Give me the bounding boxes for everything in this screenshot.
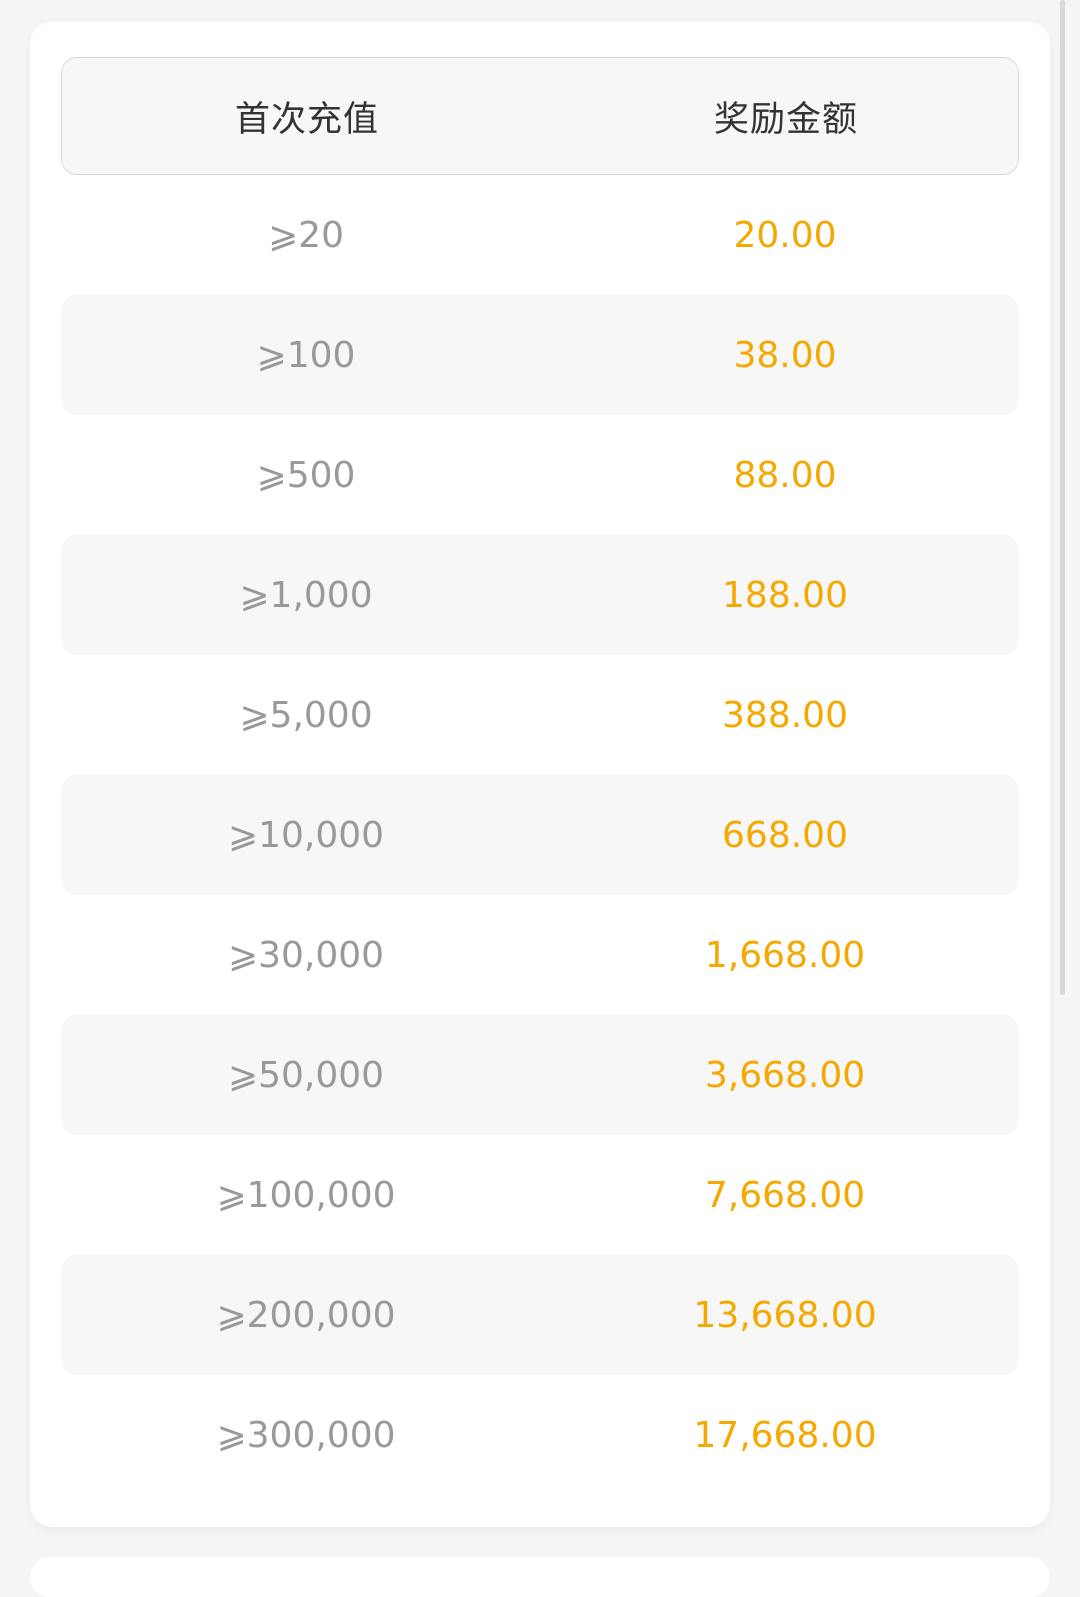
table-row: ⩾50,000 3,668.00: [61, 1015, 1019, 1135]
bonus-amount: 17,668.00: [693, 1414, 877, 1456]
table-row: ⩾500 88.00: [61, 415, 1019, 535]
bonus-amount: 88.00: [733, 454, 837, 496]
bonus-amount: 388.00: [722, 694, 848, 736]
bonus-amount: 38.00: [733, 334, 837, 376]
deposit-threshold: ⩾20: [268, 214, 344, 256]
deposit-threshold: ⩾50,000: [227, 1054, 385, 1096]
table-row: ⩾100 38.00: [61, 295, 1019, 415]
table-row: ⩾200,000 13,668.00: [61, 1255, 1019, 1375]
bonus-amount: 188.00: [722, 574, 848, 616]
table-row: ⩾20 20.00: [61, 175, 1019, 295]
deposit-threshold: ⩾1,000: [239, 574, 373, 616]
table-body: ⩾20 20.00 ⩾100 38.00 ⩾500 88.00 ⩾1,000 188.00 ⩾5…: [61, 175, 1019, 1495]
bonus-amount: 1,668.00: [704, 934, 866, 976]
table-row: ⩾30,000 1,668.00: [61, 895, 1019, 1015]
bonus-amount: 668.00: [722, 814, 848, 856]
deposit-threshold: ⩾200,000: [216, 1294, 396, 1336]
bonus-amount: 20.00: [733, 214, 837, 256]
bonus-table-card: 首次充值 奖励金额 ⩾20 20.00 ⩾100 38.00 ⩾500 88.00 ⩾1,0…: [30, 22, 1050, 1527]
bonus-amount: 7,668.00: [704, 1174, 866, 1216]
deposit-threshold: ⩾100: [256, 334, 356, 376]
next-card: [30, 1557, 1050, 1597]
header-bonus-amount: 奖励金额: [713, 99, 858, 140]
deposit-threshold: ⩾300,000: [216, 1414, 396, 1456]
bonus-amount: 13,668.00: [693, 1294, 877, 1336]
scrollbar[interactable]: [1060, 0, 1065, 995]
deposit-threshold: ⩾100,000: [216, 1174, 396, 1216]
deposit-threshold: ⩾5,000: [239, 694, 373, 736]
table-row: ⩾5,000 388.00: [61, 655, 1019, 775]
table-row: ⩾1,000 188.00: [61, 535, 1019, 655]
header-first-deposit: 首次充值: [234, 99, 379, 140]
bonus-amount: 3,668.00: [704, 1054, 866, 1096]
deposit-threshold: ⩾30,000: [227, 934, 385, 976]
table-row: ⩾100,000 7,668.00: [61, 1135, 1019, 1255]
deposit-threshold: ⩾10,000: [227, 814, 385, 856]
table-row: ⩾300,000 17,668.00: [61, 1375, 1019, 1495]
deposit-threshold: ⩾500: [256, 454, 356, 496]
table-header: 首次充值 奖励金额: [61, 57, 1019, 175]
table-row: ⩾10,000 668.00: [61, 775, 1019, 895]
